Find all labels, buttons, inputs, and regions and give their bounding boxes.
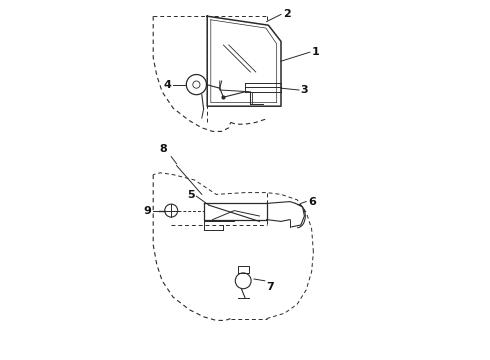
Text: 4: 4 [163,80,171,90]
Text: 7: 7 [267,282,274,292]
Text: 6: 6 [308,197,316,207]
Text: 5: 5 [187,190,195,200]
Text: 1: 1 [312,47,319,57]
Text: 2: 2 [283,9,291,19]
Text: 9: 9 [144,206,151,216]
Text: 3: 3 [301,85,308,95]
Text: 8: 8 [160,144,168,154]
